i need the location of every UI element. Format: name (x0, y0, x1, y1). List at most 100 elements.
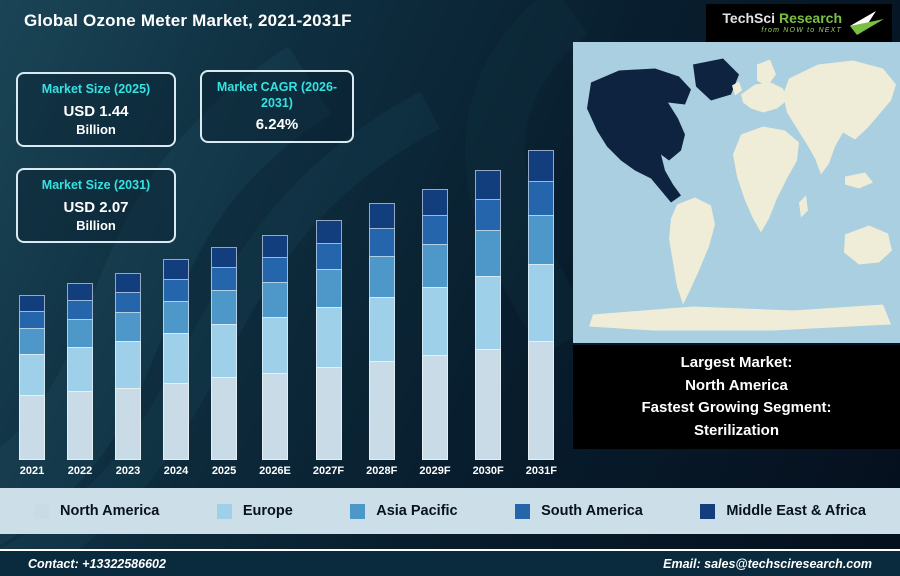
bar-stack (528, 150, 555, 460)
bar-stack (421, 189, 448, 460)
bar-stack (19, 295, 45, 460)
bar-segment-asia-pacific (19, 328, 45, 355)
bar-column: 2029F (419, 189, 451, 478)
info-box-value: USD 2.07 (63, 198, 129, 216)
bar-segment-asia-pacific (211, 290, 238, 325)
bar-column: 2023 (115, 273, 142, 478)
bar-segment-south-america (421, 215, 448, 245)
bar-year-label: 2023 (115, 465, 141, 477)
bar-segment-europe (19, 354, 45, 396)
bar-year-label: 2031F (525, 465, 557, 477)
bar-segment-asia-pacific (475, 230, 502, 277)
market-size-2031-box: Market Size (2031) USD 2.07 Billion (16, 168, 176, 243)
bar-segment-asia-pacific (368, 256, 395, 298)
bar-stack (315, 220, 342, 460)
bar-column: 2027F (312, 220, 345, 478)
bar-segment-south-america (211, 267, 238, 291)
map-europe (741, 82, 787, 113)
bar-segment-europe (211, 324, 238, 378)
bar-segment-middle-east-africa (163, 259, 190, 280)
bar-segment-south-america (19, 311, 45, 329)
bar-segment-south-america (528, 181, 555, 216)
bar-segment-south-america (115, 292, 142, 313)
world-map (573, 42, 900, 343)
legend-swatch (350, 503, 366, 519)
techsci-logo: TechSci Research from NOW to NEXT (706, 4, 892, 42)
bar-segment-middle-east-africa (261, 235, 288, 258)
bar-segment-asia-pacific (421, 244, 448, 288)
bar-segment-asia-pacific (261, 282, 288, 318)
legend-swatch (34, 503, 49, 519)
bar-segment-north-america (368, 361, 395, 460)
bar-segment-asia-pacific (115, 312, 142, 342)
legend-item: Asia Pacific (350, 503, 458, 519)
bar-stack (115, 273, 142, 460)
bar-segment-europe (421, 287, 448, 356)
legend-swatch (216, 503, 232, 519)
map-madagascar (799, 195, 808, 218)
footer-bar: Contact: +13322586602 Email: sales@techs… (0, 549, 900, 576)
legend-label: North America (60, 503, 160, 519)
map-australia (844, 225, 892, 265)
info-box-heading: Market Size (2031) (41, 178, 151, 192)
bar-segment-middle-east-africa (421, 189, 448, 216)
legend-item: North America (34, 503, 159, 519)
bar-segment-north-america (211, 377, 238, 460)
bar-year-label: 2028F (366, 465, 398, 477)
bar-segment-south-america (163, 279, 190, 302)
map-scandinavia (757, 59, 776, 87)
bar-segment-middle-east-africa (315, 220, 342, 244)
bar-segment-south-america (368, 228, 395, 257)
bar-segment-middle-east-africa (475, 170, 502, 200)
footer-email: Email: sales@techsciresearch.com (663, 556, 872, 571)
bar-column: 2031F (525, 150, 557, 478)
logo-brand-secondary: Research (778, 10, 842, 27)
info-box-unit: Billion (76, 121, 116, 137)
legend-item: Middle East & Africa (700, 503, 866, 519)
bar-year-label: 2022 (67, 465, 93, 477)
paper-plane-icon (850, 11, 884, 35)
bar-segment-north-america (315, 367, 342, 460)
legend-item: Europe (216, 503, 293, 519)
bar-column: 2025 (211, 247, 238, 478)
bar-segment-europe (115, 341, 142, 389)
info-box-value: 6.24% (255, 116, 299, 134)
map-africa (733, 126, 799, 233)
bar-year-label: 2025 (211, 465, 237, 477)
page-title: Global Ozone Meter Market, 2021-2031F (24, 11, 352, 30)
bar-segment-asia-pacific (67, 319, 94, 348)
map-british-isles (732, 81, 742, 96)
bar-year-label: 2021 (19, 465, 45, 477)
footer-contact: Contact: +13322586602 (28, 556, 166, 571)
bar-column: 2026E (259, 235, 291, 478)
bar-column: 2022 (67, 283, 94, 478)
bar-segment-middle-east-africa (528, 150, 555, 182)
bar-stack (368, 203, 395, 460)
bar-segment-north-america (19, 395, 45, 460)
bar-year-label: 2030F (472, 465, 504, 477)
bar-segment-europe (163, 333, 190, 384)
bar-year-label: 2027F (312, 465, 345, 477)
legend-label: Europe (242, 503, 293, 519)
legend-label: Middle East & Africa (726, 503, 866, 519)
bar-segment-asia-pacific (315, 269, 342, 308)
legend-label: Asia Pacific (376, 503, 458, 519)
bar-segment-north-america (163, 383, 190, 460)
stacked-bar-chart: 2021 2022 2023 2024 2025 2026E 2027F 2028F 2029F… (8, 100, 568, 478)
market-cagr-box: Market CAGR (2026-2031) 6.24% (200, 70, 354, 144)
map-north-america (587, 68, 691, 203)
map-caption-box: Largest Market: North America Fastest Gr… (573, 345, 900, 449)
legend: North America Europe Asia Pacific South Ame… (0, 488, 900, 534)
bar-segment-north-america (421, 355, 448, 460)
bar-segment-middle-east-africa (368, 203, 395, 229)
bar-segment-europe (315, 307, 342, 368)
bar-stack (261, 235, 288, 460)
bar-segment-middle-east-africa (19, 295, 45, 312)
bar-segment-north-america (528, 341, 555, 460)
bar-segment-north-america (67, 391, 94, 460)
map-indonesia (845, 172, 873, 189)
caption-fastest-segment-value: Sterilization (693, 421, 779, 439)
bar-segment-south-america (67, 300, 94, 320)
bar-segment-south-america (475, 199, 502, 231)
